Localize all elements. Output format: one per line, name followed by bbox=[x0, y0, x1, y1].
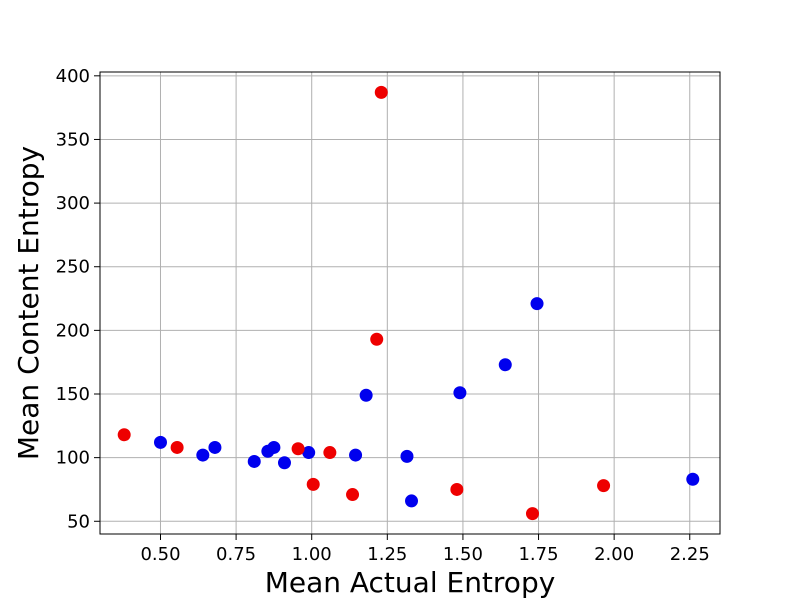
data-point-series-1 bbox=[277, 456, 291, 470]
data-point-series-1 bbox=[359, 388, 373, 402]
x-tick-label: 2.25 bbox=[670, 544, 710, 565]
data-point-series-2 bbox=[170, 440, 184, 454]
y-tick-label: 150 bbox=[56, 384, 90, 405]
data-point-series-2 bbox=[323, 446, 337, 460]
y-tick-label: 200 bbox=[56, 320, 90, 341]
data-point-series-1 bbox=[267, 440, 281, 454]
plot-frame bbox=[99, 71, 721, 535]
data-point-series-2 bbox=[450, 482, 464, 496]
y-tick-label: 400 bbox=[56, 66, 90, 87]
y-tick-label: 100 bbox=[56, 448, 90, 469]
data-point-series-2 bbox=[117, 428, 131, 442]
data-point-series-1 bbox=[405, 494, 419, 508]
data-point-series-1 bbox=[453, 386, 467, 400]
x-tick-label: 1.75 bbox=[518, 544, 558, 565]
y-tick-label: 350 bbox=[56, 129, 90, 150]
y-tick-label: 50 bbox=[67, 511, 90, 532]
data-points bbox=[117, 85, 700, 521]
data-point-series-2 bbox=[346, 488, 360, 502]
data-point-series-2 bbox=[370, 332, 384, 346]
data-point-series-2 bbox=[374, 85, 388, 99]
data-point-series-1 bbox=[302, 446, 316, 460]
data-point-series-1 bbox=[247, 454, 261, 468]
data-point-series-1 bbox=[153, 435, 167, 449]
data-point-series-1 bbox=[196, 448, 210, 462]
data-point-series-2 bbox=[525, 507, 539, 521]
data-point-series-1 bbox=[208, 440, 222, 454]
y-axis-label: Mean Content Entropy bbox=[12, 146, 45, 460]
y-axis-ticks: 50 100 150 200 250 300 350 400 bbox=[56, 66, 100, 532]
x-tick-label: 1.25 bbox=[367, 544, 407, 565]
x-tick-label: 0.50 bbox=[140, 544, 180, 565]
data-point-series-1 bbox=[498, 358, 512, 372]
data-point-series-1 bbox=[349, 448, 363, 462]
data-point-series-1 bbox=[686, 472, 700, 486]
x-tick-label: 1.00 bbox=[292, 544, 332, 565]
x-axis-ticks: 0.50 0.75 1.00 1.25 1.50 1.75 2.00 2.25 bbox=[140, 534, 710, 565]
data-point-series-1 bbox=[400, 449, 414, 463]
data-point-series-2 bbox=[597, 479, 611, 493]
x-tick-label: 0.75 bbox=[216, 544, 256, 565]
data-point-series-1 bbox=[530, 297, 544, 311]
x-tick-label: 1.50 bbox=[443, 544, 483, 565]
data-point-series-2 bbox=[306, 477, 320, 491]
x-tick-label: 2.00 bbox=[594, 544, 634, 565]
x-axis-label: Mean Actual Entropy bbox=[265, 566, 556, 599]
y-tick-label: 250 bbox=[56, 257, 90, 278]
grid-lines bbox=[100, 72, 720, 534]
y-tick-label: 300 bbox=[56, 193, 90, 214]
data-point-series-2 bbox=[291, 442, 305, 456]
